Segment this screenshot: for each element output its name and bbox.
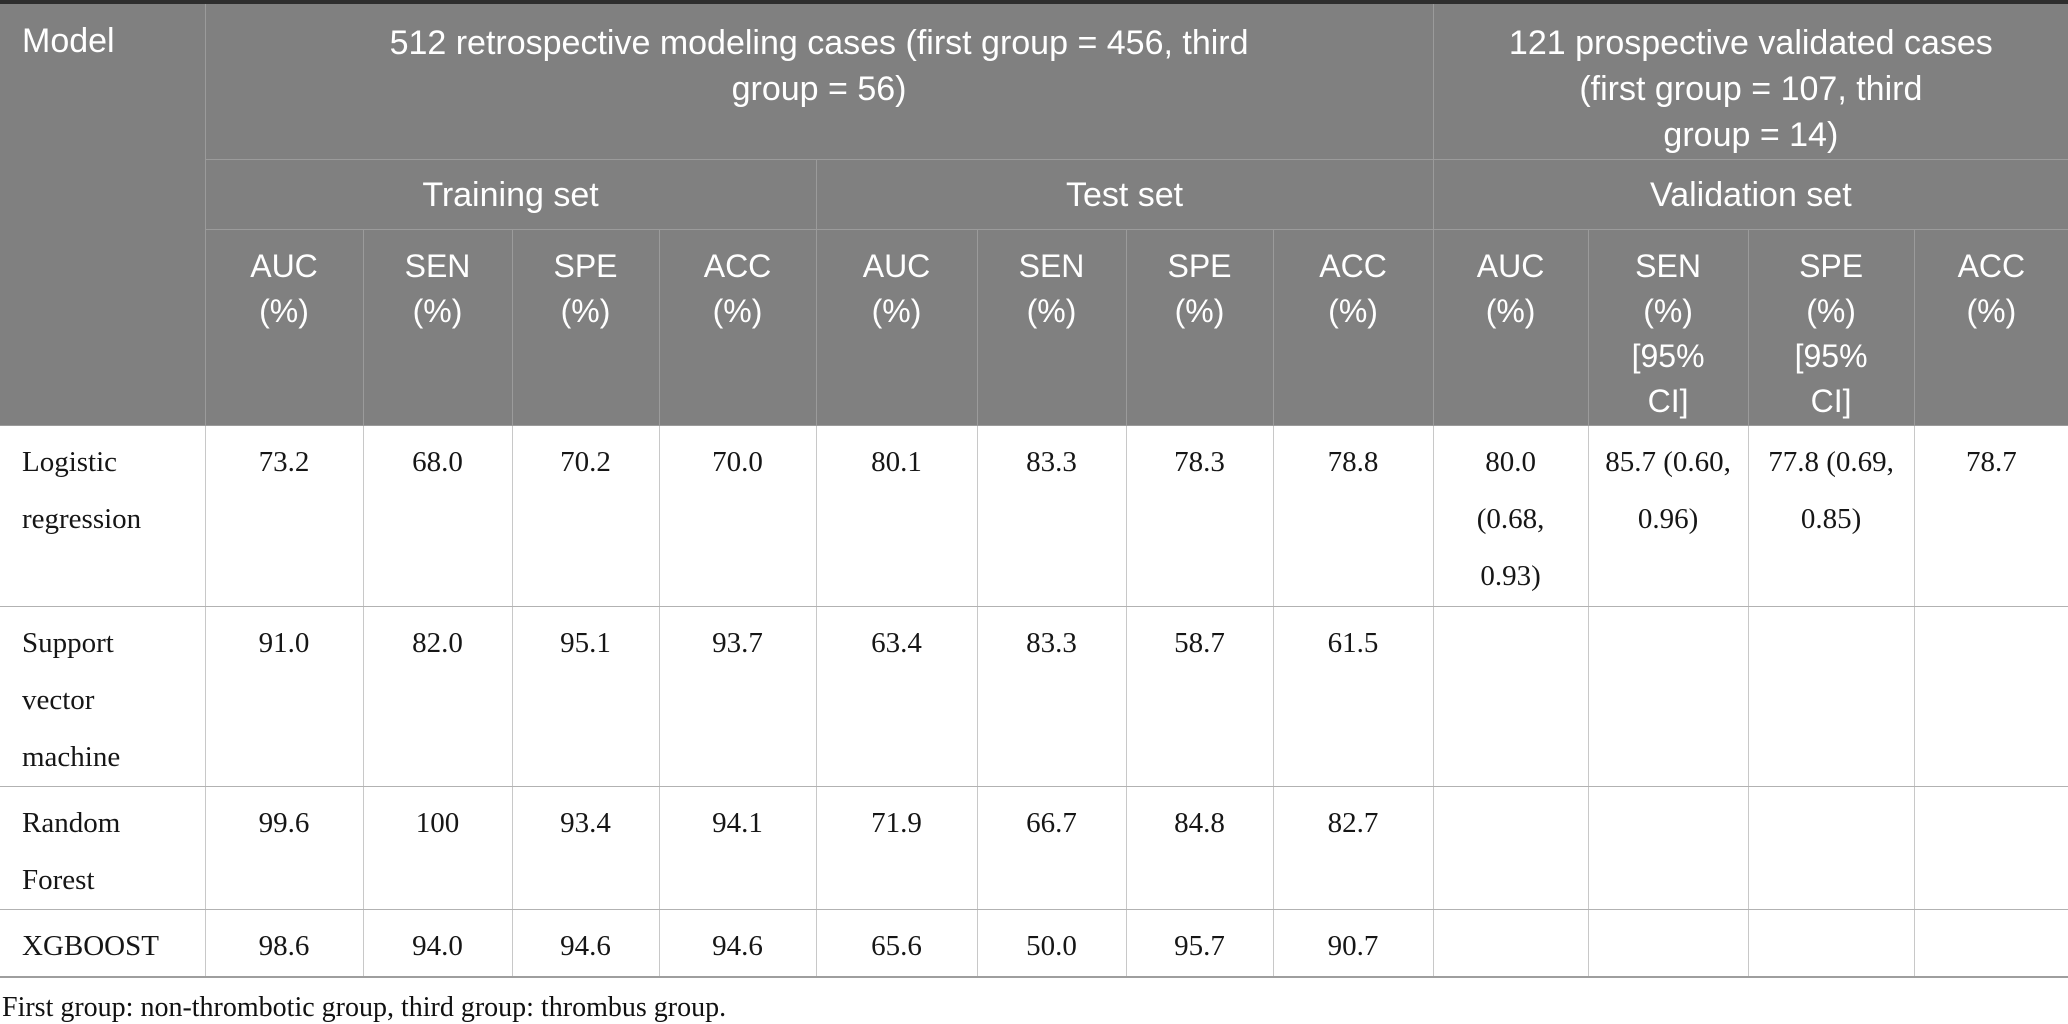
- data-cell: [1914, 786, 2068, 910]
- model-name-cell: Logistic regression: [0, 425, 206, 607]
- header-validation-sen-ci: SEN (%) [95% CI]: [1587, 229, 1749, 426]
- data-cell: 77.8 (0.69, 0.85): [1748, 425, 1915, 607]
- data-cell: 95.1: [512, 606, 660, 787]
- header-test-auc: AUC (%): [815, 229, 978, 426]
- data-cell: [1588, 786, 1749, 910]
- data-cell: 94.6: [512, 909, 660, 978]
- header-test-sen: SEN (%): [976, 229, 1127, 426]
- data-cell: [1433, 909, 1589, 978]
- data-cell: 61.5: [1273, 606, 1434, 787]
- data-cell: [1914, 909, 2068, 978]
- data-cell: 95.7: [1126, 909, 1274, 978]
- table-header: Model 512 retrospective modeling cases (…: [0, 1, 2068, 426]
- data-cell: 73.2: [205, 425, 364, 607]
- header-training-auc: AUC (%): [204, 229, 364, 426]
- data-cell: [1748, 606, 1915, 787]
- header-test-acc: ACC (%): [1272, 229, 1434, 426]
- header-test-set: Test set: [815, 159, 1434, 230]
- table-row-support-vector-machine: Support vector machine 91.0 82.0 95.1 93…: [0, 606, 2068, 787]
- model-name-cell: Random Forest: [0, 786, 206, 910]
- data-cell: 91.0: [205, 606, 364, 787]
- header-retrospective-cases: 512 retrospective modeling cases (first …: [204, 1, 1434, 160]
- data-cell: 70.2: [512, 425, 660, 607]
- data-cell: 83.3: [977, 606, 1127, 787]
- data-cell: 70.0: [659, 425, 817, 607]
- data-cell: 94.6: [659, 909, 817, 978]
- set-header-row: Training set Test set Validation set: [0, 159, 2068, 230]
- data-cell: 100: [363, 786, 513, 910]
- data-cell: 80.0 (0.68, 0.93): [1433, 425, 1589, 607]
- data-cell: 84.8: [1126, 786, 1274, 910]
- header-training-acc: ACC (%): [658, 229, 817, 426]
- table-row-random-forest: Random Forest 99.6 100 93.4 94.1 71.9 66…: [0, 786, 2068, 910]
- header-prospective-cases: 121 prospective validated cases (first g…: [1432, 1, 2068, 160]
- data-cell: 58.7: [1126, 606, 1274, 787]
- data-cell: 68.0: [363, 425, 513, 607]
- model-name-cell: XGBOOST: [0, 909, 206, 978]
- header-training-sen: SEN (%): [362, 229, 513, 426]
- data-cell: 98.6: [205, 909, 364, 978]
- data-cell: 78.8: [1273, 425, 1434, 607]
- data-cell: 93.7: [659, 606, 817, 787]
- data-cell: 66.7: [977, 786, 1127, 910]
- data-cell: [1588, 909, 1749, 978]
- data-cell: 82.7: [1273, 786, 1434, 910]
- table-body: Logistic regression 73.2 68.0 70.2 70.0 …: [0, 425, 2068, 978]
- header-validation-acc: ACC (%): [1913, 229, 2068, 426]
- data-cell: 80.1: [816, 425, 978, 607]
- data-cell: 71.9: [816, 786, 978, 910]
- model-name-cell: Support vector machine: [0, 606, 206, 787]
- data-cell: 78.7: [1914, 425, 2068, 607]
- data-cell: 82.0: [363, 606, 513, 787]
- data-cell: [1748, 786, 1915, 910]
- data-cell: [1748, 909, 1915, 978]
- data-cell: [1433, 606, 1589, 787]
- group-header-row: Model 512 retrospective modeling cases (…: [0, 1, 2068, 426]
- header-model: Model: [0, 1, 206, 426]
- header-validation-set: Validation set: [1432, 159, 2068, 230]
- data-cell: 94.1: [659, 786, 817, 910]
- data-cell: 99.6: [205, 786, 364, 910]
- data-cell: 90.7: [1273, 909, 1434, 978]
- data-cell: 94.0: [363, 909, 513, 978]
- data-cell: 78.3: [1126, 425, 1274, 607]
- data-cell: 50.0: [977, 909, 1127, 978]
- table-row-logistic-regression: Logistic regression 73.2 68.0 70.2 70.0 …: [0, 425, 2068, 607]
- header-test-spe: SPE (%): [1125, 229, 1274, 426]
- data-cell: [1914, 606, 2068, 787]
- data-cell: 83.3: [977, 425, 1127, 607]
- data-cell: [1433, 786, 1589, 910]
- table-row-xgboost: XGBOOST 98.6 94.0 94.6 94.6 65.6 50.0 95…: [0, 909, 2068, 978]
- header-training-set: Training set: [204, 159, 817, 230]
- header-validation-spe-ci: SPE (%) [95% CI]: [1747, 229, 1915, 426]
- data-cell: 63.4: [816, 606, 978, 787]
- data-cell: 93.4: [512, 786, 660, 910]
- header-training-spe: SPE (%): [511, 229, 660, 426]
- data-cell: [1588, 606, 1749, 787]
- header-validation-auc: AUC (%): [1432, 229, 1589, 426]
- data-cell: 85.7 (0.60, 0.96): [1588, 425, 1749, 607]
- table-footnote: First group: non-thrombotic group, third…: [2, 992, 727, 1023]
- metric-header-row: AUC (%) SEN (%) SPE (%) ACC (%) AUC (%) …: [0, 229, 2068, 426]
- data-cell: 65.6: [816, 909, 978, 978]
- model-performance-table: Model 512 retrospective modeling cases (…: [0, 0, 2068, 978]
